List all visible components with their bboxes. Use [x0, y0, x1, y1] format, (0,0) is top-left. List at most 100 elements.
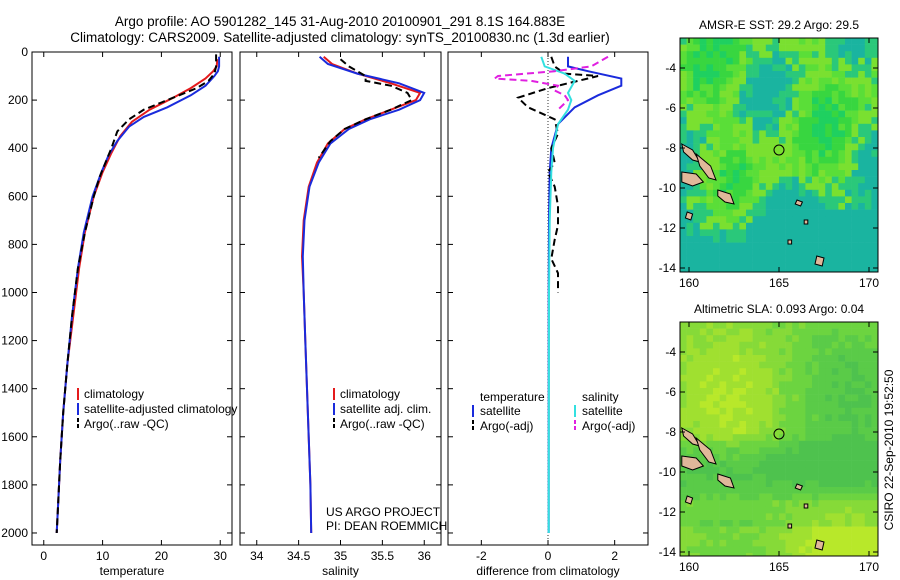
map-cell [858, 249, 866, 257]
map-cell [825, 368, 833, 376]
map-cell [851, 434, 859, 442]
map-cell [726, 44, 734, 52]
map-cell [785, 143, 793, 151]
map-cell [693, 539, 701, 547]
map-cell [739, 156, 747, 164]
map-cell [693, 348, 701, 356]
map-cell [686, 553, 694, 556]
map-cell [726, 500, 734, 508]
map-cell [719, 407, 727, 415]
map-cell [746, 487, 753, 494]
map-cell [765, 90, 773, 98]
map-cell [845, 407, 852, 415]
map-cell [772, 322, 780, 329]
map-cell [680, 539, 687, 547]
map-cell [772, 368, 780, 376]
map-cell [765, 487, 773, 494]
map-cell [765, 368, 773, 376]
map-cell [864, 216, 872, 224]
map-cell [805, 381, 813, 389]
map-cell [713, 77, 720, 85]
map-cell [752, 183, 760, 191]
plot-frame [239, 51, 442, 546]
map-cell [759, 110, 767, 118]
map-cell [726, 269, 734, 272]
map-cell [779, 533, 786, 541]
map-cell [732, 447, 740, 455]
map-cell [706, 64, 714, 72]
map-cell [871, 117, 878, 125]
map-cell [739, 355, 747, 362]
map-cell [864, 533, 872, 541]
map-cell [726, 143, 734, 151]
map-cell [726, 130, 734, 138]
map-cell [772, 71, 780, 78]
y-tick-label: 800 [8, 237, 28, 251]
map-cell [825, 454, 833, 461]
map-cell [706, 381, 714, 389]
map-cell [864, 440, 872, 448]
map-cell [699, 176, 707, 184]
map-cell [805, 236, 813, 243]
map-cell [699, 203, 707, 210]
map-cell [792, 500, 800, 508]
map-cell [871, 196, 878, 204]
map-cell [825, 493, 833, 501]
map-cell [726, 394, 734, 402]
map-cell [831, 513, 839, 521]
map-cell [765, 335, 773, 343]
map-cell [739, 216, 747, 224]
map-cell [798, 143, 806, 151]
map-cell [732, 328, 740, 336]
map-cell [706, 388, 714, 395]
map-cell [871, 163, 878, 171]
map-cell [838, 381, 846, 389]
map-cell [838, 335, 846, 343]
map-cell [779, 394, 786, 402]
map-cell [746, 374, 753, 382]
map-cell [812, 130, 819, 138]
map-cell [812, 269, 819, 272]
map-cell [792, 381, 800, 389]
map-cell [838, 533, 846, 541]
map-cell [805, 249, 813, 257]
map-cell [699, 71, 707, 78]
map-cell [792, 209, 800, 217]
map-cell [831, 374, 839, 382]
map-cell [706, 242, 714, 250]
map-cell [812, 401, 819, 409]
map-cell [706, 84, 714, 92]
map-cell [825, 394, 833, 402]
map-cell [693, 269, 701, 272]
map-cell [706, 361, 714, 369]
map-cell [732, 203, 740, 210]
map-cell [779, 38, 786, 45]
map-cell [739, 407, 747, 415]
map-cell [845, 388, 852, 395]
map-cell [779, 84, 786, 92]
map-cell [798, 57, 806, 65]
map-cell [831, 183, 839, 191]
map-cell [693, 57, 701, 65]
map-cell [845, 123, 852, 131]
series-line-temperature-1 [55, 56, 221, 534]
map-cell [858, 381, 866, 389]
map-cell [693, 480, 701, 488]
map-cell [792, 526, 800, 534]
map-cell [765, 196, 773, 204]
map-cell [845, 381, 852, 389]
map-cell [739, 57, 747, 65]
map-cell [772, 203, 780, 210]
map-cell [699, 341, 707, 349]
map-cell [765, 500, 773, 508]
map-cell [851, 533, 859, 541]
map-cell [864, 57, 872, 65]
map-cell [845, 150, 852, 158]
map-cell [699, 454, 707, 461]
legend-label: Argo(-adj) [582, 419, 635, 433]
map-cell [825, 51, 833, 59]
map-cell [746, 255, 753, 263]
legend-label: satellite [582, 404, 623, 418]
map-cell [699, 110, 707, 118]
map-cell [845, 229, 852, 237]
